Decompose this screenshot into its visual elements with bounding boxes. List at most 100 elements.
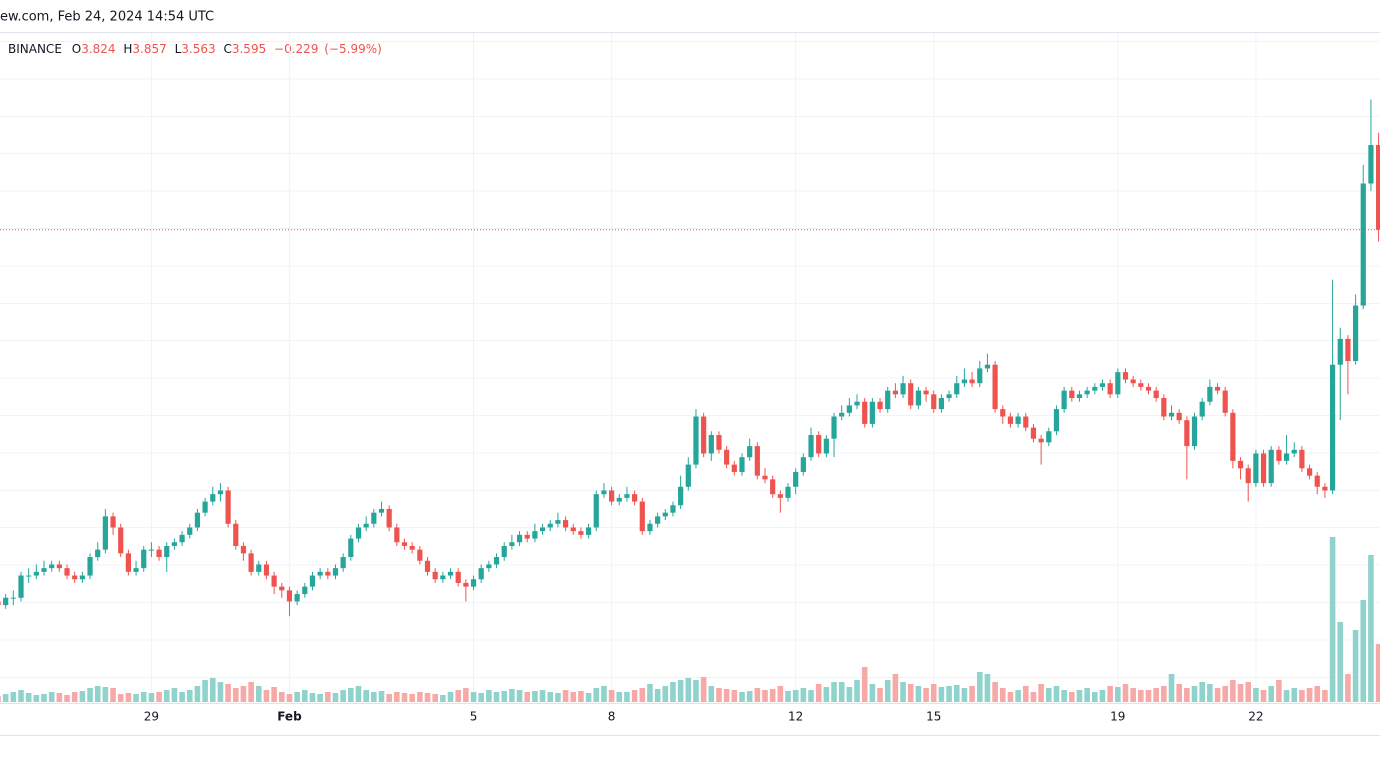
candle-body <box>1069 390 1075 399</box>
candle-body <box>770 479 776 495</box>
volume-bar <box>202 680 208 702</box>
volume-bar <box>1138 690 1144 702</box>
legend-value: 3.824 <box>81 42 115 56</box>
candle-body <box>64 568 70 576</box>
exchange: BINANCE <box>8 42 62 56</box>
candle-body <box>900 383 906 395</box>
volume-bar <box>340 690 346 702</box>
candle-body <box>340 557 346 569</box>
candle-body <box>777 494 783 498</box>
volume-bar <box>754 688 761 702</box>
candle-body <box>263 564 270 576</box>
candle-body <box>1030 427 1037 439</box>
volume-bar <box>378 691 385 702</box>
volume-bar <box>1176 684 1182 702</box>
candle-body <box>762 475 768 480</box>
volume-bar <box>1375 644 1380 702</box>
candle-body <box>609 490 615 502</box>
candle-body <box>731 464 737 472</box>
volume-bar <box>64 695 70 702</box>
volume-bar <box>302 690 308 702</box>
volume-bar <box>286 694 293 702</box>
volume-bar <box>1322 690 1328 702</box>
volume-bar <box>478 693 485 702</box>
candle-body <box>808 435 814 458</box>
x-tick-label: Feb <box>277 710 302 724</box>
volume-bar <box>156 692 162 702</box>
volume-bar <box>1268 686 1275 702</box>
candle-body <box>708 435 714 454</box>
volume-bar <box>555 693 561 702</box>
candle-body <box>1015 416 1021 424</box>
volume-bar <box>1283 690 1290 702</box>
candle-body <box>1138 383 1144 387</box>
candle-body <box>217 490 224 495</box>
candle-body <box>1145 386 1152 391</box>
volume-bar <box>194 686 201 702</box>
volume-bar <box>401 693 408 702</box>
candle-body <box>1276 449 1282 461</box>
candle-body <box>823 438 829 454</box>
volume-bar <box>48 692 55 702</box>
volume-bar <box>869 684 876 702</box>
candle-body <box>225 490 231 524</box>
volume-bar <box>255 686 262 702</box>
candle-body <box>1023 416 1029 428</box>
candle-body <box>655 516 661 524</box>
volume-bar <box>71 692 78 702</box>
volume-bar <box>808 690 814 702</box>
volume-bar <box>10 692 17 702</box>
candle-body <box>79 575 85 580</box>
candle-body <box>992 364 998 410</box>
volume-bar <box>608 690 615 702</box>
volume-bar <box>570 692 577 702</box>
candle-body <box>102 516 108 550</box>
candle-body <box>831 416 837 439</box>
candle-body <box>678 486 684 506</box>
volume-bar <box>1168 674 1175 702</box>
volume-bar <box>946 686 952 702</box>
header: ew.com, Feb 24, 2024 14:54 UTC <box>0 10 214 25</box>
volume-bar <box>309 693 316 702</box>
volume-bar <box>838 682 845 702</box>
candle-body <box>1038 438 1044 443</box>
volume-bar <box>769 689 776 702</box>
candle-body <box>187 527 193 535</box>
volume-bar <box>501 691 508 702</box>
legend-key: C <box>223 42 231 56</box>
candle-body <box>1360 183 1366 306</box>
volume-bar <box>976 672 983 702</box>
candle-body <box>938 398 945 410</box>
candle-body <box>670 505 676 513</box>
candle-body <box>409 545 415 550</box>
candle-body <box>908 383 914 406</box>
volume-bar <box>938 687 945 702</box>
volume-bar <box>278 692 285 702</box>
candle-body <box>724 449 730 465</box>
volume-bar <box>463 688 469 702</box>
volume-bar <box>0 696 1 702</box>
volume-bar <box>1260 690 1267 702</box>
volume-bar <box>248 682 254 702</box>
volume-bar <box>831 682 837 702</box>
volume-bar <box>148 693 155 702</box>
volume-bar <box>33 695 40 702</box>
volume-bar <box>56 693 63 702</box>
volume-bar <box>1022 686 1029 702</box>
volume-bar <box>999 688 1006 702</box>
candle-body <box>1253 453 1259 484</box>
volume-bar <box>1276 680 1282 702</box>
candle-body <box>984 364 991 369</box>
volume-bar <box>179 692 185 702</box>
volume-layer <box>0 537 1380 702</box>
volume-bar <box>823 687 830 702</box>
volume-bar <box>1076 690 1083 702</box>
candle-body <box>1222 390 1228 413</box>
candle-body <box>662 512 668 517</box>
candle-body <box>18 575 24 598</box>
volume-bar <box>332 693 339 702</box>
candle-body <box>555 520 561 524</box>
candle-body <box>1230 412 1236 461</box>
candle-body <box>693 416 699 465</box>
volume-bar <box>1352 630 1359 702</box>
